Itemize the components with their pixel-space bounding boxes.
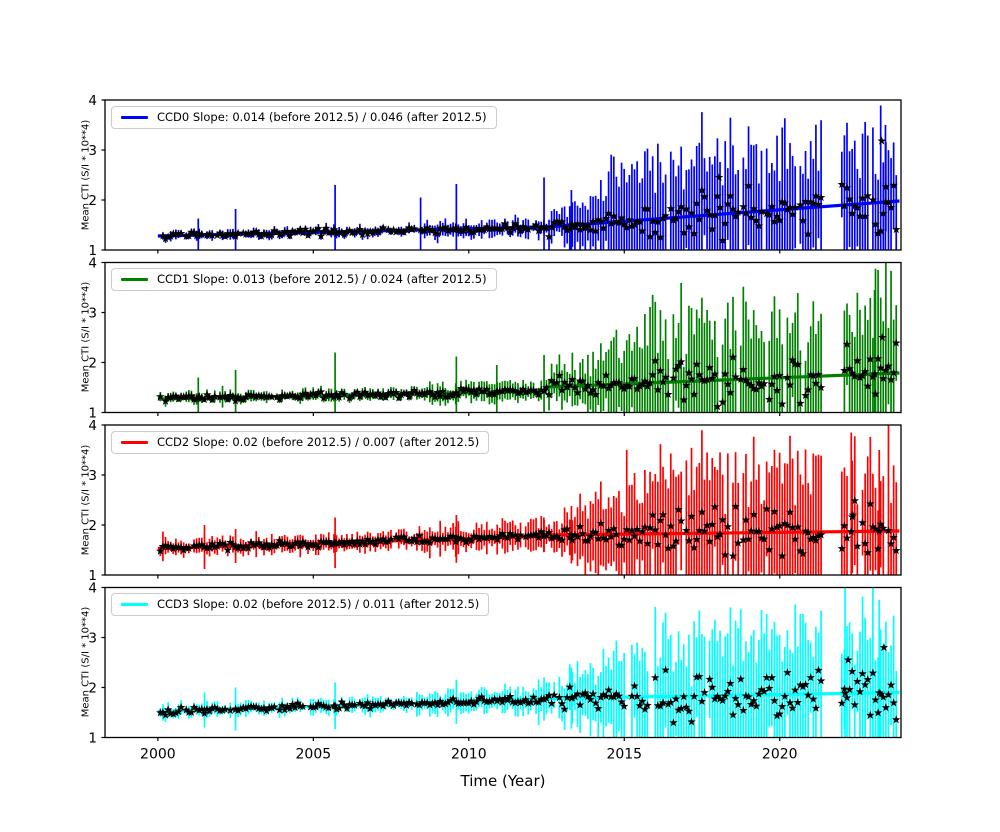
svg-text:2005: 2005: [296, 747, 332, 763]
svg-text:1: 1: [88, 731, 97, 747]
legend-line-sample-ccd2: [121, 441, 148, 444]
svg-text:3: 3: [88, 468, 97, 484]
svg-text:2020: 2020: [762, 747, 798, 763]
svg-text:4: 4: [88, 256, 97, 272]
svg-text:2: 2: [88, 193, 97, 209]
svg-text:2015: 2015: [606, 747, 642, 763]
legend-ccd1: CCD1 Slope: 0.013 (before 2012.5) / 0.02…: [111, 268, 497, 291]
y-axis-label-ccd2: Mean CTI (S/I * 10**4): [80, 444, 92, 556]
legend-label-ccd1: CCD1 Slope: 0.013 (before 2012.5) / 0.02…: [157, 272, 487, 286]
svg-text:4: 4: [88, 581, 97, 597]
svg-text:4: 4: [88, 93, 97, 109]
svg-text:1: 1: [88, 406, 97, 422]
legend-label-ccd2: CCD2 Slope: 0.02 (before 2012.5) / 0.007…: [157, 435, 480, 449]
y-axis-label-ccd3: Mean CTI (S/I * 10**4): [80, 606, 92, 718]
legend-label-ccd3: CCD3 Slope: 0.02 (before 2012.5) / 0.011…: [157, 597, 480, 611]
svg-text:1: 1: [88, 243, 97, 259]
svg-text:3: 3: [88, 306, 97, 322]
legend-line-sample-ccd1: [121, 278, 148, 281]
legend-ccd2: CCD2 Slope: 0.02 (before 2012.5) / 0.007…: [111, 431, 490, 454]
svg-text:3: 3: [88, 631, 97, 647]
svg-text:2: 2: [88, 681, 97, 697]
legend-ccd3: CCD3 Slope: 0.02 (before 2012.5) / 0.011…: [111, 593, 490, 616]
y-axis-label-ccd1: Mean CTI (S/I * 10**4): [80, 281, 92, 393]
svg-text:3: 3: [88, 143, 97, 159]
legend-line-sample-ccd0: [121, 116, 148, 119]
svg-text:2010: 2010: [451, 747, 487, 763]
svg-text:4: 4: [88, 418, 97, 434]
svg-text:2: 2: [88, 518, 97, 534]
legend-ccd0: CCD0 Slope: 0.014 (before 2012.5) / 0.04…: [111, 106, 497, 129]
x-axis-label: Time (Year): [460, 772, 546, 790]
svg-text:2: 2: [88, 356, 97, 372]
legend-line-sample-ccd3: [121, 603, 148, 606]
svg-text:1: 1: [88, 568, 97, 584]
y-axis-label-ccd0: Mean CTI (S/I * 10**4): [80, 119, 92, 231]
legend-label-ccd0: CCD0 Slope: 0.014 (before 2012.5) / 0.04…: [157, 110, 487, 124]
svg-text:2000: 2000: [140, 747, 176, 763]
